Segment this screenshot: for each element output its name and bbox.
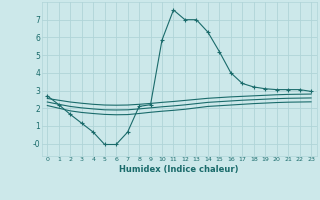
X-axis label: Humidex (Indice chaleur): Humidex (Indice chaleur) [119,165,239,174]
